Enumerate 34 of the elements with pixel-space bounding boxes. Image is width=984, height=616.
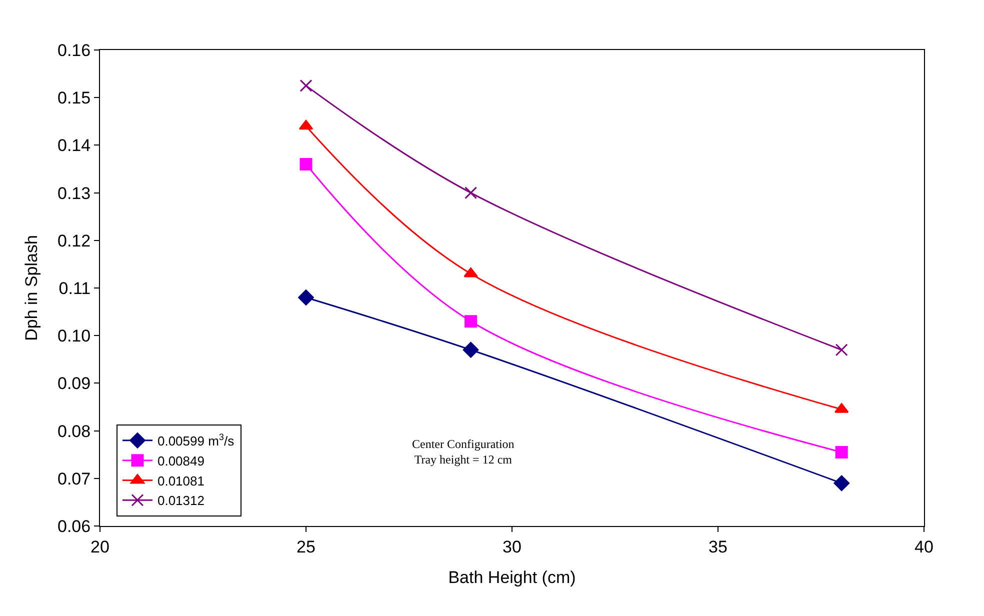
legend-label: 0.01312	[157, 493, 204, 508]
point	[835, 446, 848, 458]
x-tick-label: 20	[90, 537, 110, 556]
y-tick-label: 0.08	[58, 422, 91, 441]
point	[298, 120, 314, 130]
point	[462, 342, 479, 358]
point	[464, 186, 478, 200]
point	[300, 158, 312, 170]
point	[464, 315, 478, 328]
x-tick-label: 30	[502, 537, 522, 556]
y-tick-label: 0.06	[58, 516, 91, 536]
y-tick-label: 0.07	[58, 469, 91, 488]
point	[300, 79, 312, 92]
y-tick-label: 0.11	[58, 278, 91, 298]
x-axis-title: Bath Height (cm)	[448, 568, 576, 587]
x-tick-label: 35	[708, 537, 728, 556]
y-tick-label: 0.14	[58, 136, 91, 156]
y-tick-label: 0.09	[58, 374, 91, 394]
legend-label: 0.01081	[157, 473, 204, 488]
point	[835, 344, 848, 356]
x-tick-label: 25	[296, 537, 316, 556]
point	[464, 267, 478, 278]
y-tick-label: 0.15	[58, 88, 91, 108]
point	[298, 290, 314, 306]
legend-label: 0.00849	[157, 453, 204, 468]
y-tick-label: 0.16	[58, 40, 91, 60]
y-tick-label: 0.13	[58, 184, 91, 203]
y-tick-label: 0.10	[58, 326, 91, 346]
y-tick-label: 0.12	[58, 231, 91, 250]
point	[834, 475, 850, 492]
annotation: Center Configuration Tray height = 12 cm	[412, 437, 514, 467]
x-tick-label: 40	[914, 537, 934, 556]
legend-label: 0.00599 m$^{3}$/s	[157, 432, 235, 448]
y-axis-title: Dph in Splash	[22, 235, 42, 341]
